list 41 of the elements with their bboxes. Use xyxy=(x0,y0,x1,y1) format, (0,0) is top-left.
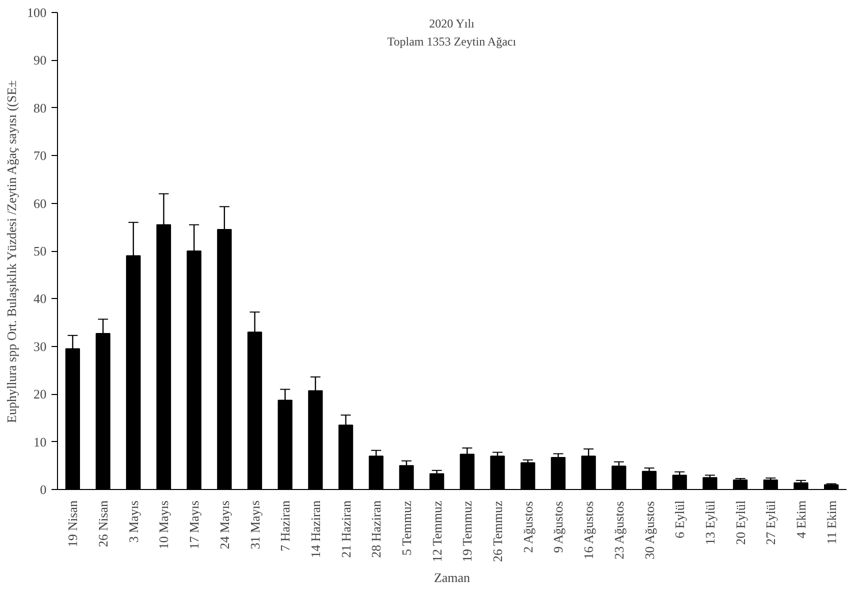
y-tick-label: 10 xyxy=(34,434,46,450)
x-tick-label: 26 Nisan xyxy=(96,500,111,548)
x-tick-label: 20 Eylül xyxy=(732,500,748,545)
x-tick-label: 23 Ağustos xyxy=(611,501,626,560)
x-tick-label: 28 Haziran xyxy=(368,500,384,558)
text: Toplam 1353 Zeytin Ağacı xyxy=(387,34,517,48)
x-tick-label: 16 Ağustos xyxy=(581,501,596,560)
x-tick-label: 19 Temmuz xyxy=(460,500,475,562)
x-tick-label: 31 Mayıs xyxy=(247,500,262,550)
y-tick-label: 100 xyxy=(27,5,46,20)
x-tick-label: 7 Haziran xyxy=(278,500,293,552)
x-tick-label: 3 Mayıs xyxy=(126,500,141,543)
x-tick-label: 19 Nisan xyxy=(65,500,80,548)
x-tick-label: 21 Haziran xyxy=(338,500,354,558)
x-tick-label: 14 Haziran xyxy=(308,500,323,558)
y-tick-label: 60 xyxy=(34,196,46,211)
x-tick-label: 2 Ağustos xyxy=(520,501,536,553)
y-tick-label: 40 xyxy=(34,291,46,306)
y-tick-label: 0 xyxy=(40,482,46,497)
x-tick-label: 6 Eylül xyxy=(672,500,688,538)
x-tick-label: 4 Ekim xyxy=(793,500,808,538)
y-tick-label: 20 xyxy=(34,386,46,402)
x-tick-label: 10 Mayıs xyxy=(156,500,172,550)
x-tick-label: 26 Temmuz xyxy=(490,500,506,562)
x-tick-label: 12 Temmuz xyxy=(429,500,444,562)
x-tick-label: 13 Eylül xyxy=(702,500,718,545)
y-tick-label: 80 xyxy=(34,100,46,116)
x-tick-label: 30 Ağustos xyxy=(642,501,657,560)
y-tick-label: 70 xyxy=(34,148,46,164)
y-tick-label: 50 xyxy=(34,244,46,258)
x-tick-label: 24 Mayıs xyxy=(216,500,232,550)
x-tick-label: 11 Ekim xyxy=(824,500,839,544)
x-axis-title: Zaman xyxy=(434,570,471,586)
y-tick-label: 90 xyxy=(34,52,46,68)
chart-title: 2020 Yılı xyxy=(429,16,476,30)
x-tick-label: 27 Eylül xyxy=(763,500,778,545)
x-tick-label: 5 Temmuz xyxy=(398,500,414,556)
y-tick-label: 30 xyxy=(34,338,46,354)
y-axis-title: Euphyllura spp Ort. Bulaşıklık Yüzdesi /Zeytin Ağaç sayısı ((SE± xyxy=(4,80,19,423)
x-tick-label: 17 Mayıs xyxy=(186,500,202,550)
x-tick-label: 9 Ağustos xyxy=(550,501,566,553)
